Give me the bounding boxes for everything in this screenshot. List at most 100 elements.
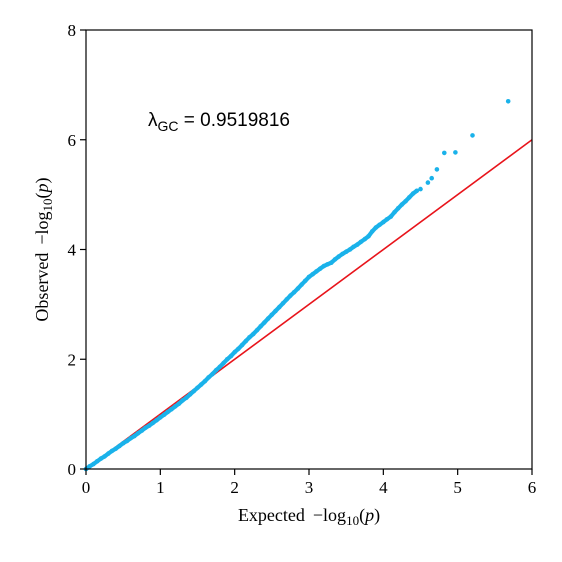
data-point [310, 271, 316, 277]
data-point [158, 415, 163, 420]
data-point [195, 385, 200, 391]
data-point [392, 209, 397, 215]
data-point [340, 251, 345, 257]
x-axis-label-sub: 10 [346, 513, 359, 528]
lambda-gc-annotation: λGC = 0.9519816 [148, 110, 290, 134]
y-axis-label: Observed −log10(p) [32, 177, 55, 321]
data-point [210, 371, 215, 377]
y-axis-label-prefix: Observed [32, 253, 52, 322]
data-point [154, 417, 159, 423]
x-axis-label-arg: p [363, 505, 374, 525]
x-tick-label: 5 [453, 478, 462, 497]
x-tick-label: 0 [82, 478, 91, 497]
data-point [98, 456, 104, 461]
y-axis-ticks: 0 2 4 6 8 [68, 21, 86, 479]
y-axis-label-close: ) [32, 177, 53, 183]
x-axis-label-close: ) [374, 505, 380, 526]
data-point [369, 229, 375, 234]
data-point [347, 247, 353, 252]
data-point [176, 401, 182, 407]
data-point [146, 423, 152, 428]
data-point [284, 297, 290, 302]
data-point [306, 274, 312, 280]
x-axis-ticks: 0 1 2 3 4 5 6 [82, 469, 536, 497]
data-point [109, 448, 115, 454]
data-point [191, 388, 197, 394]
y-tick-label: 2 [68, 350, 77, 369]
data-point [243, 338, 249, 344]
data-point [336, 254, 342, 259]
data-point [161, 412, 167, 418]
data-point [381, 219, 386, 225]
data-point [187, 392, 193, 397]
y-axis-label-open: ( [32, 192, 53, 198]
data-point [91, 461, 96, 467]
data-point [102, 454, 107, 459]
x-tick-label: 1 [156, 478, 165, 497]
data-point [150, 420, 156, 426]
data-point [247, 335, 252, 340]
data-point [399, 202, 405, 207]
data-point [277, 304, 282, 310]
data-point [434, 167, 440, 172]
data-point [329, 260, 334, 266]
data-point [373, 225, 379, 230]
data-point [317, 266, 323, 272]
data-point [128, 436, 133, 441]
data-point [132, 433, 137, 439]
lambda-value: = 0.9519816 [179, 110, 290, 131]
data-point [303, 278, 308, 284]
data-point [288, 293, 293, 298]
data-point [429, 175, 435, 181]
data-point [254, 327, 260, 333]
data-point [217, 364, 223, 370]
plot-frame [85, 29, 533, 470]
data-point [273, 308, 278, 314]
data-point [262, 320, 267, 325]
data-point [314, 269, 319, 274]
data-point [343, 249, 349, 254]
data-point [358, 239, 364, 245]
y-axis-label-sub: 10 [40, 198, 55, 211]
data-point [453, 150, 458, 155]
data-point [295, 286, 301, 291]
data-point [87, 464, 92, 469]
data-points-layer [83, 99, 511, 472]
data-point [407, 195, 412, 200]
y-tick-label: 4 [68, 241, 77, 260]
data-point [366, 234, 371, 239]
data-point [221, 360, 226, 366]
data-point [265, 316, 271, 321]
data-point [113, 446, 118, 452]
data-point [384, 217, 390, 222]
data-point [291, 290, 297, 295]
data-point [165, 409, 171, 415]
data-point [117, 443, 122, 449]
reference-line-layer [85, 139, 533, 470]
data-point [442, 150, 447, 156]
data-point [139, 428, 145, 433]
data-point [120, 440, 126, 446]
reference-line [85, 139, 533, 470]
data-point [213, 367, 219, 373]
data-point [236, 346, 241, 352]
data-point [410, 191, 416, 196]
data-point [299, 282, 304, 287]
data-point [280, 301, 286, 306]
data-point [414, 188, 420, 194]
y-tick-label: 0 [68, 460, 77, 479]
data-point [269, 312, 275, 318]
data-points-dense-band [83, 188, 419, 472]
data-point [143, 425, 148, 431]
data-point [325, 262, 330, 267]
data-point [106, 451, 111, 456]
lambda-subscript: GC [158, 118, 179, 134]
data-point [198, 382, 204, 387]
data-point [332, 257, 338, 262]
x-axis-label-fn: −log [313, 505, 346, 525]
data-point [224, 357, 230, 362]
data-point [351, 244, 356, 250]
y-tick-label: 6 [68, 131, 77, 150]
x-tick-label: 3 [305, 478, 314, 497]
data-point [124, 438, 130, 444]
